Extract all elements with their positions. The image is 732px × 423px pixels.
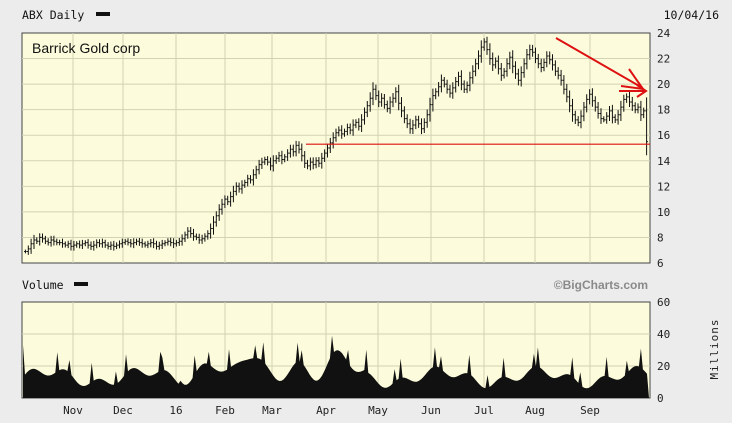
x-tick: Jun bbox=[421, 404, 441, 417]
volume-series bbox=[23, 335, 649, 398]
volume-legend-swatch bbox=[74, 282, 88, 286]
volume-y-axis: 0 20 40 60 bbox=[657, 296, 670, 405]
x-tick: Aug bbox=[525, 404, 545, 417]
volume-y-label: Millions bbox=[708, 319, 721, 380]
price-y-tick: 6 bbox=[657, 257, 664, 270]
x-tick: Feb bbox=[215, 404, 235, 417]
x-tick: Jul bbox=[474, 404, 494, 417]
price-y-tick: 12 bbox=[657, 180, 670, 193]
price-panel bbox=[21, 32, 651, 264]
price-y-tick: 16 bbox=[657, 129, 670, 142]
x-tick: 16 bbox=[169, 404, 182, 417]
volume-y-tick: 60 bbox=[657, 296, 670, 309]
x-tick: Sep bbox=[580, 404, 600, 417]
annotation-label: Barrick Gold corp bbox=[32, 40, 140, 56]
price-y-tick: 20 bbox=[657, 78, 670, 91]
price-y-tick: 10 bbox=[657, 206, 670, 219]
price-series bbox=[24, 36, 648, 255]
volume-y-tick: 0 bbox=[657, 392, 664, 405]
price-y-tick: 24 bbox=[657, 27, 671, 40]
price-bars-path bbox=[24, 36, 648, 255]
chart-date: 10/04/16 bbox=[664, 8, 719, 22]
brand-label: ©BigCharts.com bbox=[554, 278, 648, 292]
chart-title: ABX Daily bbox=[22, 8, 84, 22]
price-grid bbox=[22, 33, 650, 263]
level-arrow-head bbox=[636, 84, 648, 98]
legend-swatch bbox=[96, 12, 110, 16]
price-y-tick: 8 bbox=[657, 231, 664, 244]
x-tick: May bbox=[368, 404, 388, 417]
price-y-tick: 18 bbox=[657, 104, 670, 117]
x-tick: Apr bbox=[316, 404, 336, 417]
x-tick: Dec bbox=[113, 404, 133, 417]
x-axis: Nov Dec 16 Feb Mar Apr May Jun Jul Aug Sep bbox=[63, 404, 600, 417]
price-y-tick: 14 bbox=[657, 155, 671, 168]
x-tick: Nov bbox=[63, 404, 83, 417]
volume-y-tick: 20 bbox=[657, 360, 670, 373]
volume-area bbox=[23, 335, 649, 398]
price-y-axis: 6 8 10 12 14 16 18 20 22 24 bbox=[657, 27, 671, 270]
annotations bbox=[306, 37, 650, 145]
price-y-tick: 22 bbox=[657, 53, 670, 66]
x-tick: Mar bbox=[262, 404, 282, 417]
volume-y-tick: 40 bbox=[657, 328, 670, 341]
trend-arrow-line bbox=[555, 37, 642, 88]
volume-title: Volume bbox=[22, 278, 64, 292]
